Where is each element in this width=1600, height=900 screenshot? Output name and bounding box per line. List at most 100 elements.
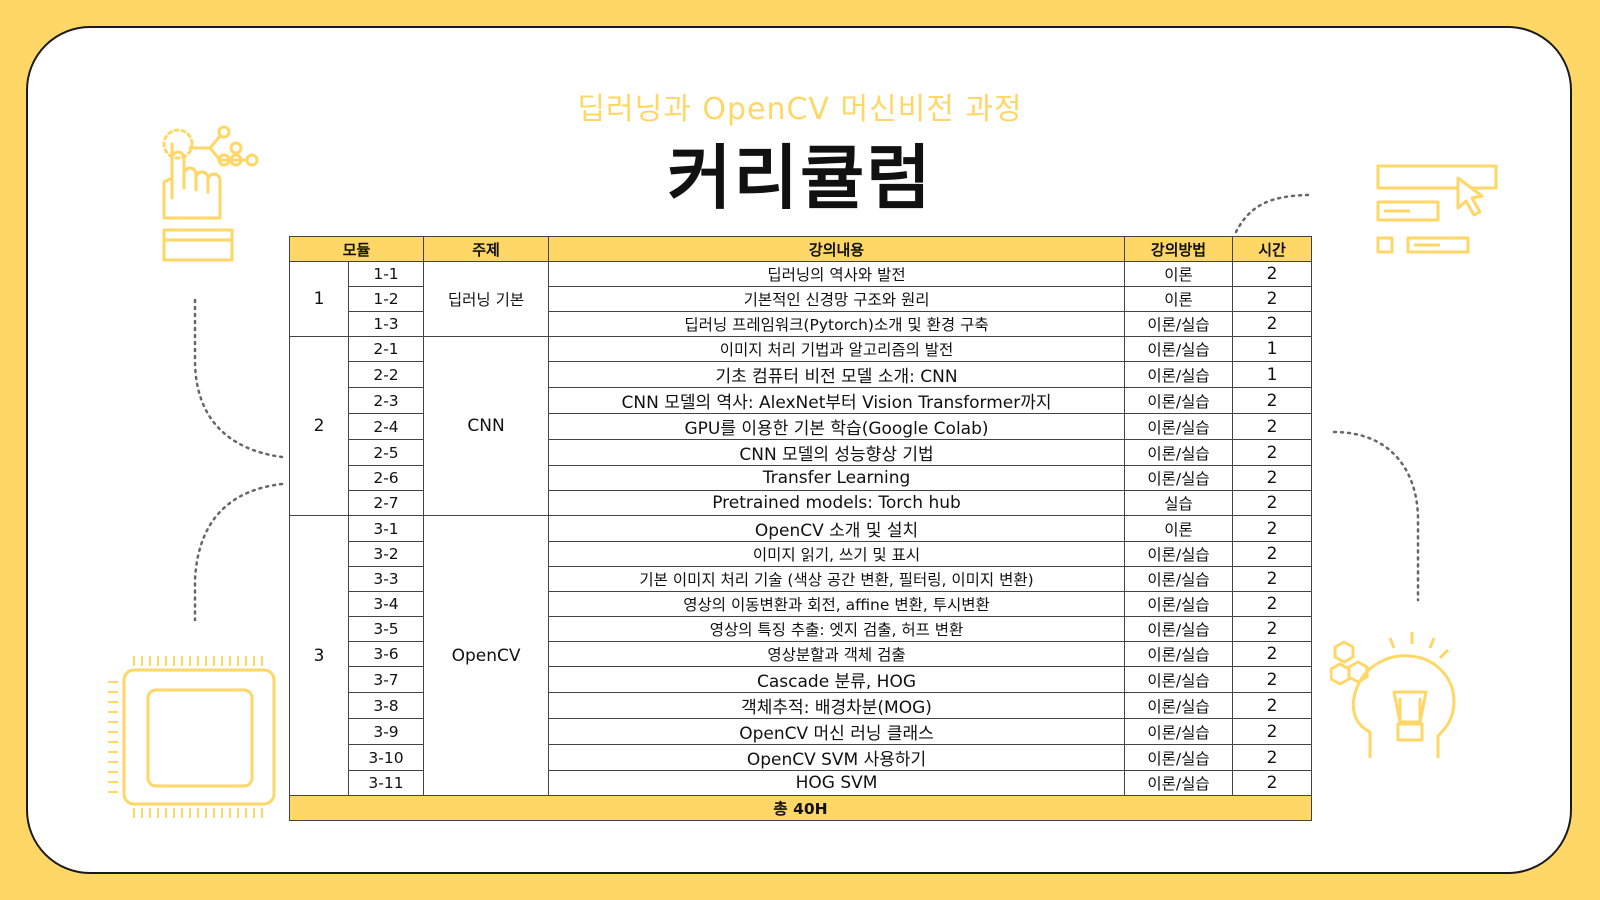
table-row: 3-11 HOG SVM 이론/실습 2 (290, 770, 1313, 796)
table-row: 3-10 OpenCV SVM 사용하기 이론/실습 2 (290, 744, 1313, 771)
lesson-id: 2-1 (347, 336, 425, 362)
lesson-method: 이론/실습 (1124, 616, 1234, 642)
lesson-hours: 2 (1232, 515, 1313, 542)
lesson-content: Cascade 분류, HOG (548, 666, 1126, 693)
lesson-id: 2-4 (347, 413, 425, 440)
lesson-hours: 2 (1232, 465, 1313, 491)
lesson-content: 기초 컴퓨터 비전 모델 소개: CNN (548, 361, 1126, 388)
table-row: 2-3 CNN 모델의 역사: AlexNet부터 Vision Transfo… (290, 387, 1313, 414)
lesson-method: 이론/실습 (1124, 744, 1234, 771)
lesson-id: 1-1 (347, 261, 425, 287)
lesson-content: 영상의 이동변환과 회전, affine 변환, 투시변환 (548, 591, 1126, 617)
lesson-id: 3-7 (347, 666, 425, 693)
lesson-content: 영상의 특징 추출: 엣지 검출, 허프 변환 (548, 616, 1126, 642)
lesson-id: 3-2 (347, 541, 425, 567)
lesson-content: Transfer Learning (548, 465, 1126, 491)
lesson-method: 이론/실습 (1124, 336, 1234, 362)
lesson-method: 이론/실습 (1124, 666, 1234, 693)
lesson-id: 3-4 (347, 591, 425, 617)
header-content: 강의내용 (548, 236, 1126, 262)
lesson-content: CNN 모델의 역사: AlexNet부터 Vision Transformer… (548, 387, 1126, 414)
page-title: 커리큘럼 (667, 137, 933, 219)
lesson-content: 객체추적: 배경차분(MOG) (548, 692, 1126, 719)
lesson-hours: 2 (1232, 641, 1313, 667)
lesson-hours: 2 (1232, 439, 1313, 466)
lesson-id: 3-8 (347, 692, 425, 719)
table-row: 2-4 GPU를 이용한 기본 학습(Google Colab) 이론/실습 2 (290, 413, 1313, 440)
lesson-id: 3-11 (347, 770, 425, 796)
lesson-method: 이론/실습 (1124, 361, 1234, 388)
lesson-method: 이론/실습 (1124, 465, 1234, 491)
header-hours: 시간 (1232, 236, 1313, 262)
lesson-method: 이론/실습 (1124, 439, 1234, 466)
lesson-id: 3-3 (347, 566, 425, 592)
lesson-content: 딥러닝의 역사와 발전 (548, 261, 1126, 287)
lesson-method: 실습 (1124, 490, 1234, 516)
lesson-hours: 2 (1232, 591, 1313, 617)
lesson-method: 이론 (1124, 261, 1234, 287)
lesson-id: 1-3 (347, 311, 425, 337)
lesson-id: 1-2 (347, 286, 425, 312)
module-topic: CNN (423, 336, 550, 516)
table-row: 3-7 Cascade 분류, HOG 이론/실습 2 (290, 666, 1313, 693)
lesson-content: 기본 이미지 처리 기술 (색상 공간 변환, 필터링, 이미지 변환) (548, 566, 1126, 592)
lesson-content: HOG SVM (548, 770, 1126, 796)
lesson-content: 딥러닝 프레임워크(Pytorch)소개 및 환경 구축 (548, 311, 1126, 337)
module-number: 1 (289, 261, 349, 337)
lesson-content: CNN 모델의 성능향상 기법 (548, 439, 1126, 466)
lesson-content: GPU를 이용한 기본 학습(Google Colab) (548, 413, 1126, 440)
lesson-hours: 2 (1232, 490, 1313, 516)
lesson-hours: 2 (1232, 616, 1313, 642)
lesson-method: 이론/실습 (1124, 718, 1234, 745)
lesson-hours: 2 (1232, 744, 1313, 771)
lesson-id: 2-3 (347, 387, 425, 414)
table-row: 2-7 Pretrained models: Torch hub 실습 2 (290, 490, 1313, 516)
table-row: 3-4 영상의 이동변환과 회전, affine 변환, 투시변환 이론/실습 … (290, 591, 1313, 617)
hand-touch-icon (150, 118, 270, 268)
lightbulb-head-icon (1330, 628, 1470, 764)
lesson-id: 3-9 (347, 718, 425, 745)
lesson-hours: 2 (1232, 770, 1313, 796)
lesson-id: 3-5 (347, 616, 425, 642)
lesson-content: 이미지 처리 기법과 알고리즘의 발전 (548, 336, 1126, 362)
lesson-hours: 2 (1232, 261, 1313, 287)
module-topic: 딥러닝 기본 (423, 261, 550, 337)
lesson-method: 이론/실습 (1124, 641, 1234, 667)
lesson-hours: 2 (1232, 566, 1313, 592)
lesson-method: 이론/실습 (1124, 311, 1234, 337)
lesson-hours: 2 (1232, 718, 1313, 745)
header-topic: 주제 (423, 236, 550, 262)
table-row: 3-2 이미지 읽기, 쓰기 및 표시 이론/실습 2 (290, 541, 1313, 567)
lesson-method: 이론/실습 (1124, 692, 1234, 719)
table-row: 2-2 기초 컴퓨터 비전 모델 소개: CNN 이론/실습 1 (290, 361, 1313, 388)
lesson-hours: 1 (1232, 361, 1313, 388)
lesson-content: 이미지 읽기, 쓰기 및 표시 (548, 541, 1126, 567)
table-row: 3-6 영상분할과 객체 검출 이론/실습 2 (290, 641, 1313, 667)
module-number: 3 (289, 515, 349, 796)
lesson-id: 2-2 (347, 361, 425, 388)
table-header-row: 모듈 주제 강의내용 강의방법 시간 (288, 236, 1313, 262)
table-row: 2-5 CNN 모델의 성능향상 기법 이론/실습 2 (290, 439, 1313, 466)
lesson-method: 이론/실습 (1124, 591, 1234, 617)
lesson-hours: 2 (1232, 692, 1313, 719)
lesson-method: 이론 (1124, 286, 1234, 312)
table-row: 1-3 딥러닝 프레임워크(Pytorch)소개 및 환경 구축 이론/실습 2 (290, 311, 1313, 337)
lesson-hours: 1 (1232, 336, 1313, 362)
lesson-content: 영상분할과 객체 검출 (548, 641, 1126, 667)
lesson-method: 이론/실습 (1124, 413, 1234, 440)
flowchart-cursor-icon (1370, 160, 1502, 260)
table-row: 3-8 객체추적: 배경차분(MOG) 이론/실습 2 (290, 692, 1313, 719)
lesson-hours: 2 (1232, 387, 1313, 414)
lesson-method: 이론/실습 (1124, 566, 1234, 592)
lesson-content: Pretrained models: Torch hub (548, 490, 1126, 516)
lesson-id: 3-10 (347, 744, 425, 771)
lesson-hours: 2 (1232, 311, 1313, 337)
lesson-method: 이론 (1124, 515, 1234, 542)
lesson-hours: 2 (1232, 541, 1313, 567)
curriculum-table: 모듈 주제 강의내용 강의방법 시간 1 1-1 딥러닝 기본 딥러닝의 역사와… (288, 236, 1313, 821)
lesson-content: OpenCV 소개 및 설치 (548, 515, 1126, 542)
table-row: 3 3-1 OpenCV OpenCV 소개 및 설치 이론 2 (289, 515, 1313, 796)
lesson-method: 이론/실습 (1124, 541, 1234, 567)
page-subtitle: 딥러닝과 OpenCV 머신비전 과정 (577, 92, 1023, 127)
